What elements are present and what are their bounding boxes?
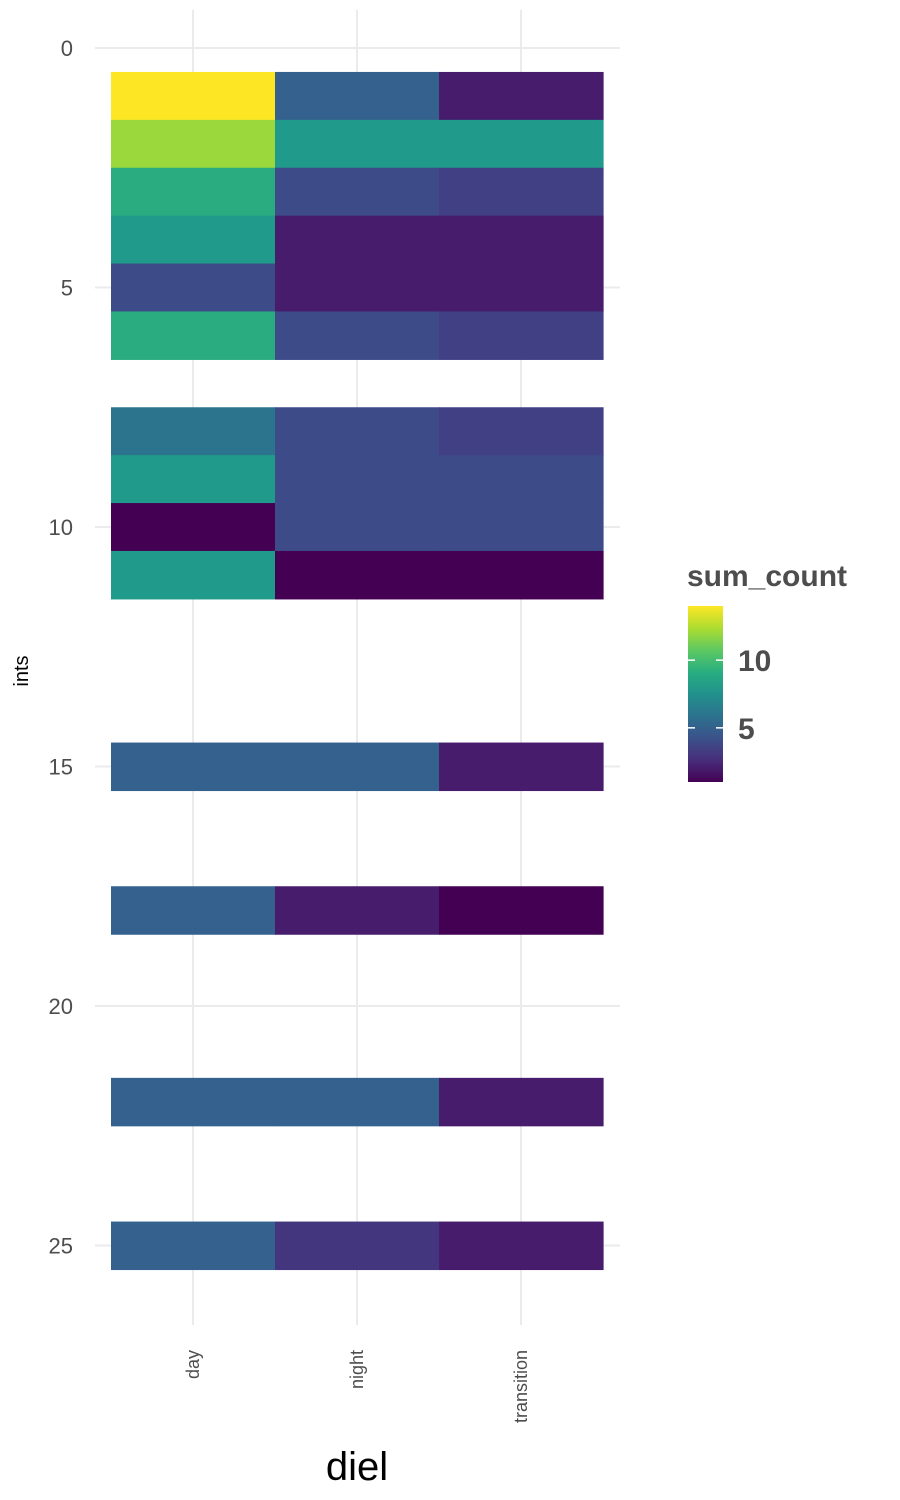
heatmap-cell <box>111 550 276 600</box>
heatmap-cell <box>111 119 276 169</box>
heatmap-cell <box>275 503 440 552</box>
y-tick-label: 20 <box>49 994 73 1019</box>
heatmap-cell <box>275 311 440 360</box>
heatmap-cell <box>111 167 276 217</box>
x-tick-label: transition <box>511 1350 531 1423</box>
y-tick-label: 25 <box>49 1234 73 1259</box>
heatmap-cell <box>111 311 276 360</box>
y-tick-label: 10 <box>49 515 73 540</box>
heatmap-cell <box>275 215 440 265</box>
heatmap-cell <box>275 119 440 169</box>
heatmap-cell <box>439 455 604 504</box>
heatmap-cell <box>439 215 604 265</box>
heatmap-cell <box>275 1077 440 1127</box>
heatmap-cell <box>111 1221 276 1271</box>
x-axis-ticks: day night transition <box>183 1350 531 1423</box>
heatmap-cell <box>275 263 440 313</box>
heatmap-cell <box>439 886 604 935</box>
legend-tick-label: 10 <box>738 645 771 678</box>
heatmap-cell <box>439 550 604 600</box>
heatmap-cell <box>275 455 440 504</box>
heatmap-cell <box>439 503 604 552</box>
heatmap-cell <box>275 550 440 600</box>
heatmap-cell <box>111 71 276 121</box>
y-tick-label: 15 <box>49 755 73 780</box>
legend-tick-label: 5 <box>738 713 755 746</box>
color-legend: sum_count 5 10 <box>687 560 847 782</box>
y-tick-label: 5 <box>61 276 73 301</box>
heatmap-cell <box>275 1221 440 1271</box>
y-axis-label: ints <box>11 655 33 686</box>
heatmap-cell <box>439 742 604 792</box>
heatmap-cell <box>111 1077 276 1127</box>
heatmap-cell <box>111 263 276 313</box>
heatmap-cell <box>111 215 276 265</box>
heatmap-cell <box>439 1221 604 1271</box>
heatmap-cell <box>275 71 440 121</box>
heatmap-cell <box>275 407 440 456</box>
x-axis-label: diel <box>326 1445 388 1489</box>
heatmap-cell <box>439 167 604 217</box>
heatmap-cell <box>111 503 276 552</box>
heatmap-cell <box>275 886 440 935</box>
y-axis-ticks: 0 5 10 15 20 25 <box>49 36 73 1259</box>
heatmap-cell <box>111 455 276 504</box>
legend-colorbar <box>688 606 723 782</box>
heatmap-cell <box>439 1077 604 1127</box>
heatmap-cell <box>275 167 440 217</box>
heatmap-cell <box>439 71 604 121</box>
legend-ticks: 5 10 <box>688 645 771 746</box>
x-tick-label: day <box>183 1350 203 1379</box>
legend-title: sum_count <box>687 560 847 593</box>
heatmap-cell <box>439 407 604 456</box>
y-tick-label: 0 <box>61 36 73 61</box>
heatmap-cell <box>439 311 604 360</box>
heatmap-cell <box>439 263 604 313</box>
heatmap-cells <box>111 71 604 1271</box>
x-tick-label: night <box>347 1350 367 1389</box>
heatmap-cell <box>111 886 276 935</box>
heatmap-cell <box>111 407 276 456</box>
heatmap-cell <box>275 742 440 792</box>
heatmap-cell <box>439 119 604 169</box>
heatmap-cell <box>111 742 276 792</box>
